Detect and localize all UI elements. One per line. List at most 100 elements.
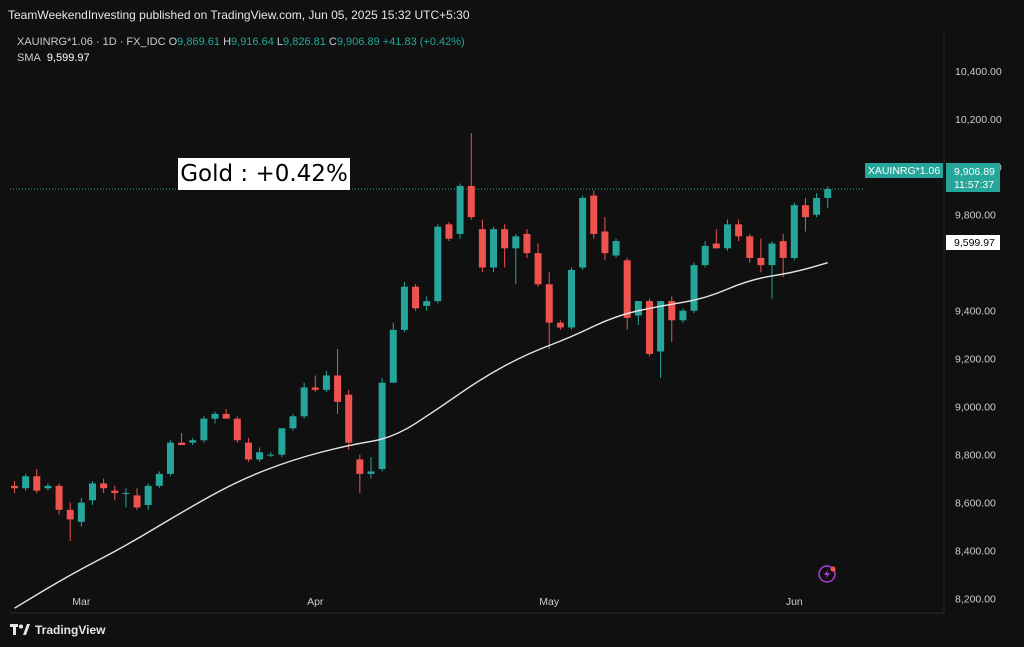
candle-up: [568, 269, 575, 328]
close-label: C: [328, 36, 337, 48]
candle-up: [300, 387, 308, 417]
candle-down: [545, 284, 553, 323]
candle-down: [735, 224, 743, 237]
y-tick-label: 9,800.00: [955, 210, 996, 222]
candle-up: [289, 416, 297, 429]
candle-up: [378, 382, 386, 470]
candle-down: [590, 195, 598, 234]
flash-icon[interactable]: [818, 565, 836, 583]
x-tick-label: Apr: [307, 596, 324, 608]
candle-down: [779, 241, 787, 258]
open-value: 9,869.61: [177, 36, 220, 48]
y-tick-label: 9,000.00: [955, 402, 996, 414]
x-tick-label: Mar: [72, 596, 91, 608]
sma-value: 9,599.97: [46, 52, 90, 64]
candle-down: [412, 286, 420, 309]
candle-up: [768, 243, 776, 266]
candle-up: [322, 375, 330, 390]
y-tick-label: 10,000.00: [955, 162, 1002, 174]
open-label: O: [168, 36, 178, 48]
candle-down: [556, 322, 564, 328]
candle-up: [490, 229, 498, 268]
candle-down: [712, 243, 720, 249]
candles: [11, 133, 832, 542]
candle-up: [88, 483, 96, 501]
candle-down: [111, 490, 119, 494]
candle-down: [801, 205, 809, 218]
candle-down: [501, 229, 509, 249]
x-tick-label: May: [539, 596, 560, 608]
candle-up: [824, 189, 832, 198]
candle-up: [189, 440, 197, 443]
candle-up: [790, 205, 798, 258]
candle-up: [634, 301, 642, 316]
y-tick-label: 8,400.00: [955, 546, 996, 558]
y-axis[interactable]: 10,400.00 10,200.00 10,000.00 9,800.00 9,400…: [955, 66, 1002, 606]
candle-up: [200, 418, 208, 441]
candle-up: [456, 185, 464, 234]
low-label: L: [276, 36, 284, 48]
candle-up: [690, 265, 698, 311]
candle-down: [178, 442, 186, 446]
candle-up: [122, 493, 130, 495]
candle-up: [367, 471, 375, 474]
last-price-text: 9,906.89: [954, 166, 995, 178]
tradingview-logo[interactable]: TradingView: [10, 623, 105, 637]
sma-legend: SMA 9,599.97: [17, 52, 90, 64]
y-tick-label: 10,400.00: [955, 66, 1002, 78]
candle-down: [478, 229, 486, 268]
candle-down: [668, 301, 676, 321]
candle-down: [100, 483, 108, 489]
candle-up: [657, 301, 665, 352]
candle-up: [267, 454, 275, 456]
candle-up: [389, 329, 397, 383]
countdown-text: 11:57:37: [954, 179, 994, 191]
x-axis[interactable]: Mar Apr May Jun: [72, 596, 803, 608]
candle-up: [579, 197, 587, 268]
y-tick-label: 8,600.00: [955, 498, 996, 510]
candle-down: [345, 394, 353, 443]
candle-down: [645, 301, 653, 354]
candle-up: [77, 502, 85, 522]
candle-down: [356, 459, 364, 474]
y-tick-label: 9,400.00: [955, 306, 996, 318]
candle-down: [233, 418, 241, 441]
tradingview-brand: TradingView: [35, 623, 106, 637]
candle-down: [757, 257, 765, 266]
sma-label[interactable]: SMA: [17, 52, 41, 64]
y-tick-label: 9,200.00: [955, 354, 996, 366]
candle-down: [601, 231, 609, 254]
candle-up: [723, 224, 731, 249]
candle-down: [534, 253, 542, 285]
published-line: TeamWeekendInvesting published on Tradin…: [8, 8, 470, 22]
candle-up: [813, 197, 821, 215]
candle-up: [679, 310, 687, 321]
candle-down: [311, 387, 319, 390]
candle-up: [278, 428, 286, 455]
y-tick-label: 8,800.00: [955, 450, 996, 462]
sma-price-tag: 9,599.97: [946, 235, 1000, 250]
low-value: 9,826.81: [283, 36, 326, 48]
candle-up: [434, 226, 442, 302]
candle-down: [66, 509, 74, 520]
candle-up: [211, 413, 219, 419]
sma-tag-text: 9,599.97: [954, 237, 995, 249]
candle-up: [256, 452, 264, 460]
close-value: 9,906.89: [336, 36, 380, 48]
symbol-legend: XAUINRG*1.06 · 1D · FX_IDC O9,869.61 H 9,…: [17, 36, 465, 48]
tradingview-logo-icon: [10, 624, 30, 635]
change-value: +41.83 (+0.42%): [382, 36, 465, 48]
x-tick-label: Jun: [786, 596, 803, 608]
candle-up: [512, 236, 520, 249]
gold-change-annotation[interactable]: Gold : +0.42%: [178, 158, 350, 190]
candle-up: [400, 286, 408, 330]
candle-up: [22, 476, 30, 489]
y-tick-label: 10,200.00: [955, 114, 1002, 126]
candle-up: [44, 485, 52, 489]
symbol-name[interactable]: XAUINRG*1.06 · 1D · FX_IDC: [17, 36, 166, 48]
high-label: H: [223, 36, 232, 48]
candle-down: [11, 485, 18, 489]
symbol-tag-text: XAUINRG*1.06: [868, 165, 941, 177]
candle-down: [55, 485, 63, 510]
